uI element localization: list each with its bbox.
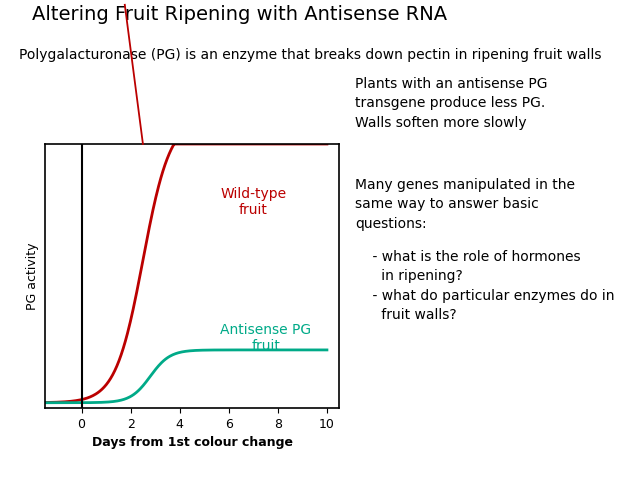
Text: Antisense PG
fruit: Antisense PG fruit xyxy=(220,323,311,353)
Text: Plants with an antisense PG
transgene produce less PG.
Walls soften more slowly: Plants with an antisense PG transgene pr… xyxy=(355,77,548,130)
X-axis label: Days from 1st colour change: Days from 1st colour change xyxy=(92,436,292,449)
Y-axis label: PG activity: PG activity xyxy=(26,242,39,310)
Text: Many genes manipulated in the
same way to answer basic
questions:: Many genes manipulated in the same way t… xyxy=(355,178,575,230)
Text: - what is the role of hormones
      in ripening?
    - what do particular enzym: - what is the role of hormones in ripeni… xyxy=(355,250,614,322)
Text: Altering Fruit Ripening with Antisense RNA: Altering Fruit Ripening with Antisense R… xyxy=(32,5,447,24)
Text: Wild-type
fruit: Wild-type fruit xyxy=(220,187,286,217)
Text: Polygalacturonase (PG) is an enzyme that breaks down pectin in ripening fruit wa: Polygalacturonase (PG) is an enzyme that… xyxy=(19,48,602,62)
